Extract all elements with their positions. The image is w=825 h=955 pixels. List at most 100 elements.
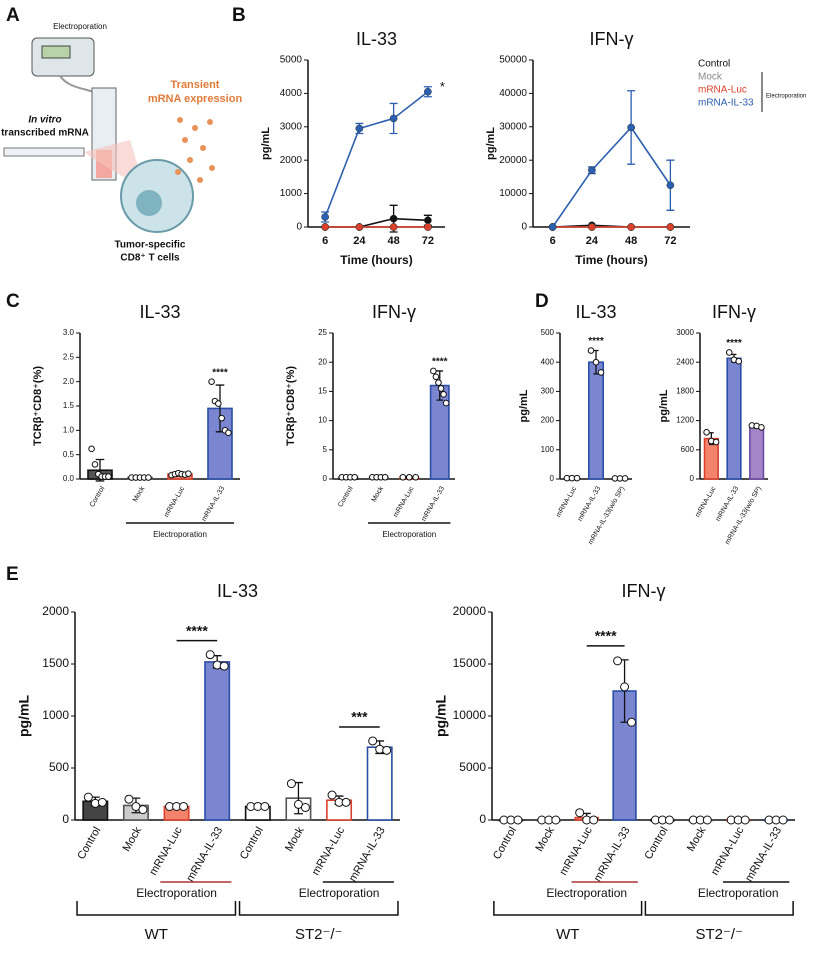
data-point <box>513 815 523 825</box>
x-tick-label: mRNA-Luc <box>709 825 747 878</box>
y-axis-label: TCRβ⁺CD8⁺(%) <box>285 366 297 446</box>
nucleus <box>136 190 162 216</box>
y-tick-label: 100 <box>541 445 555 454</box>
y-axis-label: pg/mL <box>518 389 530 422</box>
panel-label: A <box>6 5 20 26</box>
data-point <box>548 223 557 231</box>
x-tick-label: Control <box>337 485 355 508</box>
x-tick-label: 24 <box>586 235 599 247</box>
y-tick-label: 0 <box>296 222 302 233</box>
chart-title: IL-33 <box>575 302 616 322</box>
y-tick-label: 500 <box>49 760 69 774</box>
y-tick-label: 10 <box>318 416 327 425</box>
data-point <box>341 797 351 807</box>
annotation: **** <box>186 622 208 638</box>
data-point <box>300 803 310 813</box>
y-tick-label: 500 <box>541 328 555 337</box>
y-tick-label: 10000 <box>499 188 527 199</box>
y-tick-label: 3.0 <box>63 328 75 337</box>
y-tick-label: 0.0 <box>63 474 75 483</box>
data-point <box>430 367 437 375</box>
bracket-label: Electroporation <box>136 886 217 900</box>
data-point <box>666 223 675 231</box>
illustration: Electroporation Transient mRNA expressio… <box>1 22 242 264</box>
y-axis-label: pg/mL <box>260 127 272 160</box>
data-point <box>185 470 192 477</box>
data-point <box>321 223 329 231</box>
data-point <box>218 414 225 422</box>
data-point <box>702 815 712 825</box>
y-tick-label: 5 <box>323 445 328 454</box>
x-tick-label: Control <box>89 485 107 508</box>
data-point <box>145 474 152 481</box>
x-tick-label: mRNA-IL-33 <box>743 825 784 884</box>
x-tick-label: 48 <box>388 235 400 247</box>
x-tick-label: 72 <box>664 235 676 247</box>
data-point <box>424 223 432 231</box>
data-point <box>225 429 232 437</box>
chart-title: IFN-γ <box>590 29 634 49</box>
chart-title: IFN-γ <box>712 302 756 322</box>
x-tick-label: mRNA-Luc <box>310 825 348 878</box>
chart-title: IL-33 <box>217 581 258 601</box>
data-point <box>589 815 599 825</box>
data-point <box>712 438 720 446</box>
chart-title: IFN-γ <box>622 581 666 601</box>
group-label: WT <box>145 926 168 943</box>
y-tick-label: 1000 <box>42 708 69 722</box>
data-point <box>219 661 229 671</box>
data-point <box>703 428 710 436</box>
annotation: **** <box>726 338 742 349</box>
data-point <box>355 124 364 133</box>
data-point <box>382 745 392 755</box>
data-point <box>588 223 596 231</box>
group-bracket <box>493 901 643 916</box>
annotation: *** <box>351 709 368 725</box>
x-tick-label: Control <box>642 825 670 862</box>
y-tick-label: 1.0 <box>63 425 75 434</box>
x-tick-label: 24 <box>353 235 366 247</box>
x-tick-label: Control <box>491 825 519 862</box>
y-tick-label: 20 <box>318 357 327 366</box>
y-tick-label: 5000 <box>280 55 303 66</box>
x-tick-label: mRNA-Luc <box>163 485 186 519</box>
y-tick-label: 1.5 <box>63 401 75 410</box>
chart-title: IL-33 <box>356 29 397 49</box>
y-tick-label: 2.0 <box>63 377 75 386</box>
x-tick-label: Mock <box>371 485 386 503</box>
x-tick-label: 72 <box>422 235 434 247</box>
y-tick-label: 1800 <box>676 387 694 396</box>
y-tick-label: 0 <box>550 474 555 483</box>
legend-entry: mRNA-IL-33 <box>698 98 754 109</box>
y-tick-label: 15 <box>318 387 327 396</box>
data-point <box>575 808 585 818</box>
x-tick-label: mRNA-Luc <box>147 825 185 878</box>
y-tick-label: 300 <box>541 387 555 396</box>
data-point <box>725 349 733 356</box>
data-point <box>627 123 635 132</box>
data-point <box>442 399 450 407</box>
y-tick-label: 0 <box>62 812 69 826</box>
series-line <box>325 217 428 228</box>
data-point <box>740 815 750 825</box>
annotation: **** <box>595 628 617 644</box>
device-screen <box>41 45 71 59</box>
data-point <box>389 214 398 223</box>
y-axis-label: pg/mL <box>433 695 449 737</box>
y-tick-label: 0.5 <box>63 450 75 459</box>
cell-label: CD8⁺ T cells <box>120 253 180 264</box>
x-axis-label: Time (hours) <box>340 253 412 267</box>
data-point <box>355 223 364 231</box>
y-axis-label: pg/mL <box>485 127 497 160</box>
data-point <box>758 424 765 431</box>
data-point <box>381 473 389 481</box>
data-point <box>435 379 442 386</box>
data-point <box>620 682 630 692</box>
cell-label: Tumor-specific <box>115 240 186 251</box>
data-point <box>138 805 148 815</box>
mrna-label: transcribed mRNA <box>1 128 89 139</box>
bracket-label: Electroporation <box>153 530 207 539</box>
legend-entry: Control <box>698 59 730 70</box>
x-tick-label: Mock <box>533 825 557 854</box>
data-point <box>664 815 674 825</box>
